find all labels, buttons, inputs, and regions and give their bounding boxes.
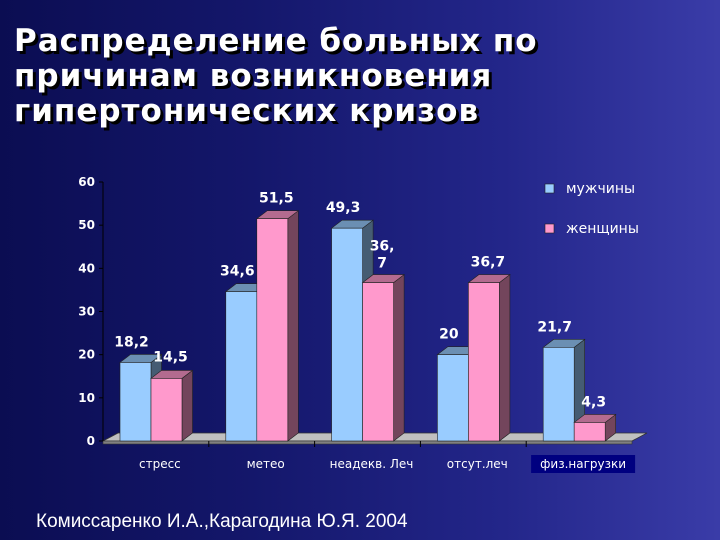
bar-side xyxy=(181,369,193,442)
data-label-line: 7 xyxy=(377,256,387,272)
title-line-2: причинам возникновения xyxy=(14,58,493,94)
data-label-women: 14,5 xyxy=(153,349,188,365)
data-label-women: 36,7 xyxy=(370,239,395,272)
legend-swatch-men xyxy=(544,183,555,194)
bar-men xyxy=(331,227,363,442)
bar-side xyxy=(499,273,511,442)
data-label-men: 34,6 xyxy=(220,264,255,280)
title-line-1: Распределение больных по xyxy=(14,23,538,59)
data-label-line: 36, xyxy=(370,239,395,255)
y-tick-label: 40 xyxy=(78,261,95,275)
bar-men xyxy=(437,354,469,442)
data-label-men: 21,7 xyxy=(537,319,572,335)
y-tick-label: 60 xyxy=(78,175,95,189)
bar-women xyxy=(150,378,183,442)
citation: Комиссаренко И.А.,Карагодина Ю.Я. 2004 xyxy=(36,511,408,532)
legend-swatch-women xyxy=(544,223,555,234)
data-label-women: 4,3 xyxy=(581,394,606,410)
bar-women xyxy=(362,282,394,442)
title-line-3: гипертонических кризов xyxy=(14,93,480,129)
y-tick-label: 0 xyxy=(87,434,95,448)
y-tick-label: 20 xyxy=(78,348,95,362)
bar-side xyxy=(393,273,405,442)
bar-men xyxy=(542,347,575,442)
x-category-label: неадекв. Леч xyxy=(330,457,414,471)
legend-label-men: мужчины xyxy=(566,181,635,197)
data-label-men: 18,2 xyxy=(114,334,149,350)
x-category-label: физ.нагрузки xyxy=(540,457,626,471)
y-tick-label: 50 xyxy=(78,218,95,232)
bar-women xyxy=(573,422,606,442)
bar-men xyxy=(119,362,152,442)
data-label-women: 36,7 xyxy=(471,255,506,271)
chart-floor-edge xyxy=(102,440,633,445)
legend-label-women: женщины xyxy=(566,221,639,237)
bar-women xyxy=(256,218,289,442)
bar-men xyxy=(225,291,258,442)
x-category-label: стресс xyxy=(139,457,181,471)
y-tick-label: 30 xyxy=(78,305,95,319)
data-label-men: 20 xyxy=(439,327,459,343)
bar-side xyxy=(287,210,299,442)
data-label-women: 51,5 xyxy=(259,191,294,207)
x-category-label: метео xyxy=(247,457,285,471)
category-label-highlight xyxy=(531,455,636,473)
x-category-label: отсут.леч xyxy=(447,457,508,471)
bar-women xyxy=(468,282,500,442)
y-tick-label: 10 xyxy=(78,391,95,405)
data-label-men: 49,3 xyxy=(326,200,361,216)
slide-title: Распределение больных по причинам возник… xyxy=(14,24,674,129)
